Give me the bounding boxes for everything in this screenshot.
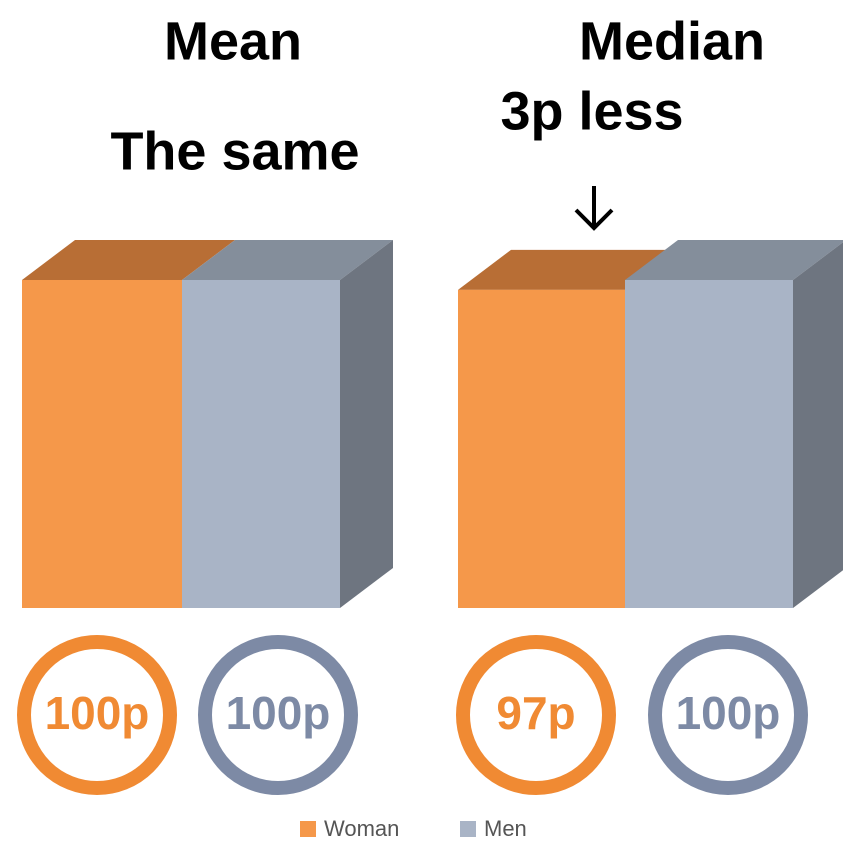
value-ring: [17, 635, 177, 795]
bar-top: [22, 240, 235, 280]
value-ring: [648, 635, 808, 795]
value-ring: [198, 635, 358, 795]
legend-swatch: [300, 821, 316, 837]
value-label: 100p: [45, 687, 150, 739]
bar-side: [340, 240, 393, 608]
value-label: 97p: [496, 687, 575, 739]
bar: [22, 280, 182, 608]
chart-title: Median: [579, 11, 765, 71]
arrow: [574, 186, 614, 231]
bar: [625, 280, 793, 608]
bar: [458, 289, 625, 608]
value-ring: [456, 635, 616, 795]
chart-title: Mean: [164, 11, 302, 71]
bar: [182, 280, 340, 608]
value-label: 100p: [676, 687, 781, 739]
legend-swatch: [460, 821, 476, 837]
value-label: 100p: [226, 687, 331, 739]
legend-label: Men: [484, 816, 527, 841]
legend-label: Woman: [324, 816, 399, 841]
bar-top: [625, 240, 843, 280]
bar-side: [793, 242, 843, 608]
annotation: The same: [110, 121, 359, 181]
bar-top: [458, 249, 678, 290]
bar-top: [182, 240, 393, 280]
annotation: 3p less: [500, 81, 683, 141]
